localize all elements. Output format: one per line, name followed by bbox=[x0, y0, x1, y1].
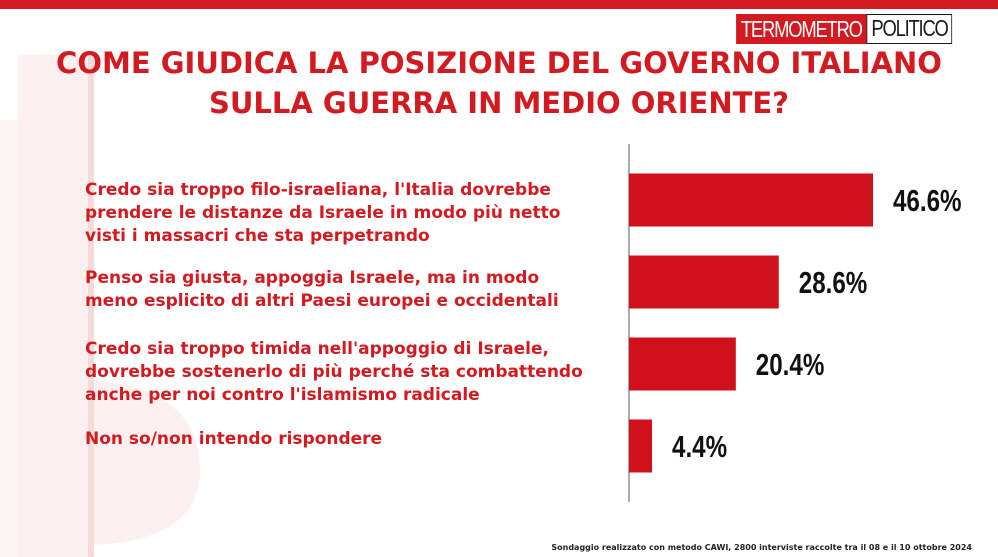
value-label-1: 46.6% bbox=[893, 183, 962, 218]
bar-1 bbox=[629, 173, 873, 227]
bar-4 bbox=[629, 419, 653, 473]
category-label-line: Penso sia giusta, appoggia Israele, ma i… bbox=[85, 268, 540, 288]
category-label-3: Credo sia troppo timida nell'appoggio di… bbox=[85, 338, 625, 407]
category-label-4: Non so/non intendo rispondere bbox=[85, 428, 625, 451]
chart-title-line-1: COME GIUDICA LA POSIZIONE DEL GOVERNO IT… bbox=[56, 46, 942, 80]
bar-2 bbox=[629, 255, 779, 309]
category-label-line: Credo sia troppo timida nell'appoggio di… bbox=[85, 339, 549, 359]
value-label-4: 4.4% bbox=[672, 429, 727, 464]
chart-title-line-2: SULLA GUERRA IN MEDIO ORIENTE? bbox=[209, 86, 789, 120]
category-label-2: Penso sia giusta, appoggia Israele, ma i… bbox=[85, 267, 625, 313]
category-label-line: Credo sia troppo filo-israeliana, l'Ital… bbox=[85, 180, 551, 200]
chart-title: COME GIUDICA LA POSIZIONE DEL GOVERNO IT… bbox=[0, 43, 998, 123]
category-label-line: dovrebbe sostenerlo di più perché sta co… bbox=[85, 362, 583, 382]
bar-3 bbox=[629, 337, 736, 391]
logo-part-termometro: TERMOMETRO bbox=[735, 14, 867, 44]
survey-footnote: Sondaggio realizzato con metodo CAWI, 28… bbox=[551, 543, 972, 552]
value-label-2: 28.6% bbox=[799, 265, 868, 300]
top-accent-bar bbox=[0, 0, 998, 9]
category-label-1: Credo sia troppo filo-israeliana, l'Ital… bbox=[85, 179, 625, 248]
category-label-line: Non so/non intendo rispondere bbox=[85, 429, 383, 449]
logo-part-politico: POLITICO bbox=[866, 14, 952, 44]
category-label-line: visti i massacri che sta perpetrando bbox=[85, 226, 430, 246]
termometro-politico-logo: TERMOMETRO POLITICO bbox=[735, 14, 952, 44]
category-label-line: anche per noi contro l'islamismo radical… bbox=[85, 385, 480, 405]
category-label-line: meno esplicito di altri Paesi europei e … bbox=[85, 291, 559, 311]
category-label-line: prendere le distanze da Israele in modo … bbox=[85, 203, 561, 223]
value-label-3: 20.4% bbox=[756, 347, 825, 382]
